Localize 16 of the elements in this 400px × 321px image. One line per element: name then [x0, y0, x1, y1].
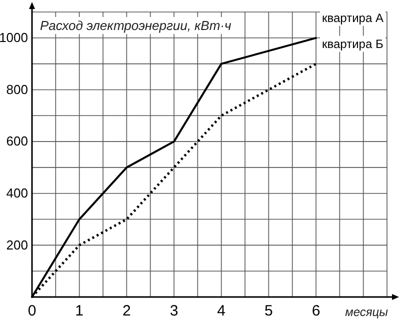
x-tick-label: 0: [28, 302, 36, 320]
y-tick-label: 200: [6, 237, 28, 252]
series-label: квартира Б: [322, 36, 384, 51]
y-tick-label: 1000: [0, 30, 28, 46]
x-tick-label: 6: [312, 302, 320, 320]
x-tick-label: 4: [217, 302, 226, 320]
y-tick-label: 600: [6, 134, 28, 149]
x-tick-label: 5: [264, 302, 273, 320]
y-tick-label: 400: [6, 186, 28, 201]
x-tick-label: 2: [122, 302, 131, 320]
series-label: квартира А: [322, 10, 384, 25]
x-tick-label: 3: [170, 302, 178, 320]
y-tick-label: 800: [6, 82, 28, 97]
x-axis-title: месяцы: [345, 305, 388, 319]
y-axis-title: Расход электроэнергии, кВт·ч: [40, 18, 232, 33]
x-tick-label: 1: [75, 302, 84, 320]
